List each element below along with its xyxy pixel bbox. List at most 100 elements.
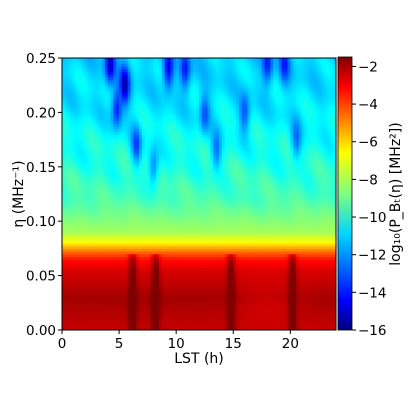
heatmap-cell [333, 223, 336, 228]
heatmap-cell [298, 188, 303, 192]
heatmap-cell [153, 291, 157, 296]
heatmap-cell [296, 327, 300, 330]
heatmap-cell [296, 226, 300, 230]
heatmap-cell [87, 297, 91, 301]
heatmap-cell [124, 283, 129, 287]
heatmap-cell [264, 270, 268, 274]
heatmap-cell [233, 196, 237, 200]
heatmap-cell [301, 310, 305, 315]
heatmap-cell [150, 313, 154, 317]
heatmap-cell [62, 278, 66, 282]
heatmap-cell [253, 218, 257, 222]
heatmap-cell [287, 253, 291, 257]
heatmap-cell [253, 188, 257, 192]
heatmap-cell [224, 316, 228, 320]
heatmap-cell [258, 319, 263, 323]
heatmap-cell [307, 259, 311, 263]
heatmap-cell [104, 229, 109, 233]
heatmap-cell [290, 202, 294, 206]
heatmap-cell [273, 324, 277, 328]
heatmap-cell [261, 248, 266, 252]
heatmap-cell [107, 319, 111, 323]
heatmap-cell [333, 188, 336, 192]
heatmap-cell [116, 310, 120, 315]
heatmap-cell [121, 204, 126, 208]
heatmap-cell [264, 316, 268, 320]
heatmap-cell [187, 229, 191, 233]
heatmap-cell [170, 278, 174, 282]
heatmap-cell [233, 259, 237, 263]
heatmap-cell [293, 264, 297, 268]
heatmap-cell [256, 245, 260, 249]
heatmap-cell [304, 319, 308, 323]
heatmap-cell [176, 218, 180, 222]
heatmap-cell [327, 262, 331, 266]
heatmap-cell [224, 204, 228, 208]
heatmap-cell [167, 202, 171, 206]
heatmap-cell [67, 194, 71, 198]
heatmap-cell [324, 264, 328, 268]
heatmap-cell [224, 218, 228, 222]
heatmap-cell [267, 275, 271, 279]
heatmap-cell [258, 251, 263, 255]
heatmap-cell [261, 272, 266, 276]
heatmap-cell [293, 237, 297, 241]
heatmap-cell [133, 210, 137, 214]
heatmap-cell [270, 194, 274, 198]
heatmap-cell [93, 232, 97, 236]
heatmap-cell [187, 191, 191, 195]
heatmap-cell [210, 221, 214, 225]
heatmap-cell [298, 229, 303, 233]
heatmap-cell [230, 310, 234, 315]
heatmap-cell [241, 234, 246, 238]
heatmap-cell [124, 248, 129, 252]
heatmap-cell [136, 218, 140, 222]
heatmap-cell [121, 300, 126, 304]
heatmap-cell [150, 305, 154, 309]
heatmap-cell [76, 294, 80, 298]
heatmap-cell [313, 272, 317, 276]
heatmap-cell [327, 191, 331, 195]
heatmap-cell [79, 199, 83, 203]
heatmap-cell [64, 223, 69, 228]
heatmap-cell [116, 218, 120, 222]
heatmap-cell [167, 213, 171, 217]
heatmap-cell [301, 253, 305, 257]
heatmap-cell [267, 196, 271, 200]
heatmap-cell [233, 310, 237, 315]
heatmap-cell [156, 191, 160, 195]
heatmap-cell [324, 262, 328, 266]
heatmap-cell [258, 291, 263, 296]
heatmap-cell [176, 229, 180, 233]
heatmap-cell [116, 232, 120, 236]
heatmap-cell [67, 289, 71, 293]
heatmap-cell [70, 240, 74, 244]
heatmap-cell [179, 316, 183, 320]
heatmap-cell [184, 202, 188, 206]
heatmap-cell [310, 267, 314, 271]
heatmap-cell [62, 248, 66, 252]
heatmap-cell [167, 327, 171, 330]
heatmap-cell [241, 321, 246, 325]
heatmap-cell [233, 321, 237, 325]
heatmap-cell [87, 242, 91, 247]
heatmap-cell [179, 207, 183, 211]
heatmap-cell [244, 218, 248, 222]
heatmap-cell [296, 270, 300, 274]
heatmap-cell [96, 300, 100, 304]
heatmap-cell [281, 191, 286, 195]
heatmap-cell [201, 210, 206, 214]
heatmap-cell [196, 272, 200, 276]
heatmap-cell [304, 234, 308, 238]
heatmap-cell [261, 213, 266, 217]
heatmap-cell [81, 321, 86, 325]
heatmap-cell [84, 253, 89, 257]
heatmap-cell [273, 202, 277, 206]
heatmap-cell [76, 218, 80, 222]
heatmap-cell [216, 305, 220, 309]
heatmap-cell [196, 245, 200, 249]
heatmap-cell [290, 300, 294, 304]
heatmap-cell [224, 313, 228, 317]
heatmap-cell [147, 305, 151, 309]
heatmap-cell [201, 226, 206, 230]
